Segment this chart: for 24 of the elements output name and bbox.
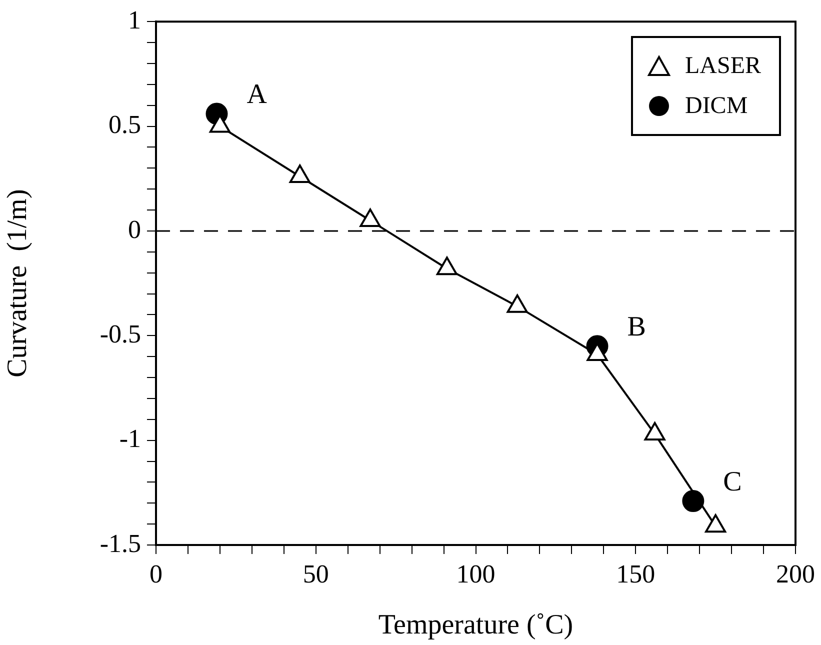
- annotation: C: [723, 466, 742, 498]
- point: [360, 208, 381, 227]
- point: [705, 514, 726, 533]
- y-tick-label: -1.5: [100, 528, 141, 558]
- point: [436, 256, 458, 276]
- x-tick-label: 50: [302, 559, 329, 588]
- point: [289, 164, 310, 184]
- x-tick-label: 0: [150, 559, 162, 588]
- x-tick-label: 150: [616, 559, 656, 588]
- y-axis-title: Curvature (1/m): [2, 189, 34, 378]
- legend-label: LASER: [684, 52, 761, 81]
- y-tick-label: 0: [128, 214, 141, 244]
- annotation: A: [246, 79, 268, 110]
- annotation: B: [627, 311, 646, 342]
- y-tick-label: -1: [119, 424, 141, 454]
- y-tick-label: 1: [128, 5, 141, 34]
- x-tick-label: 200: [776, 559, 815, 588]
- point: [644, 422, 666, 441]
- legend-label: DICM: [684, 92, 748, 121]
- y-tick-label: -0.5: [100, 319, 141, 348]
- x-axis-title: Temperature (˚C): [378, 610, 574, 641]
- y-tick-label: 0.5: [108, 110, 141, 140]
- point: [506, 294, 528, 313]
- x-tick-label: 100: [456, 559, 496, 588]
